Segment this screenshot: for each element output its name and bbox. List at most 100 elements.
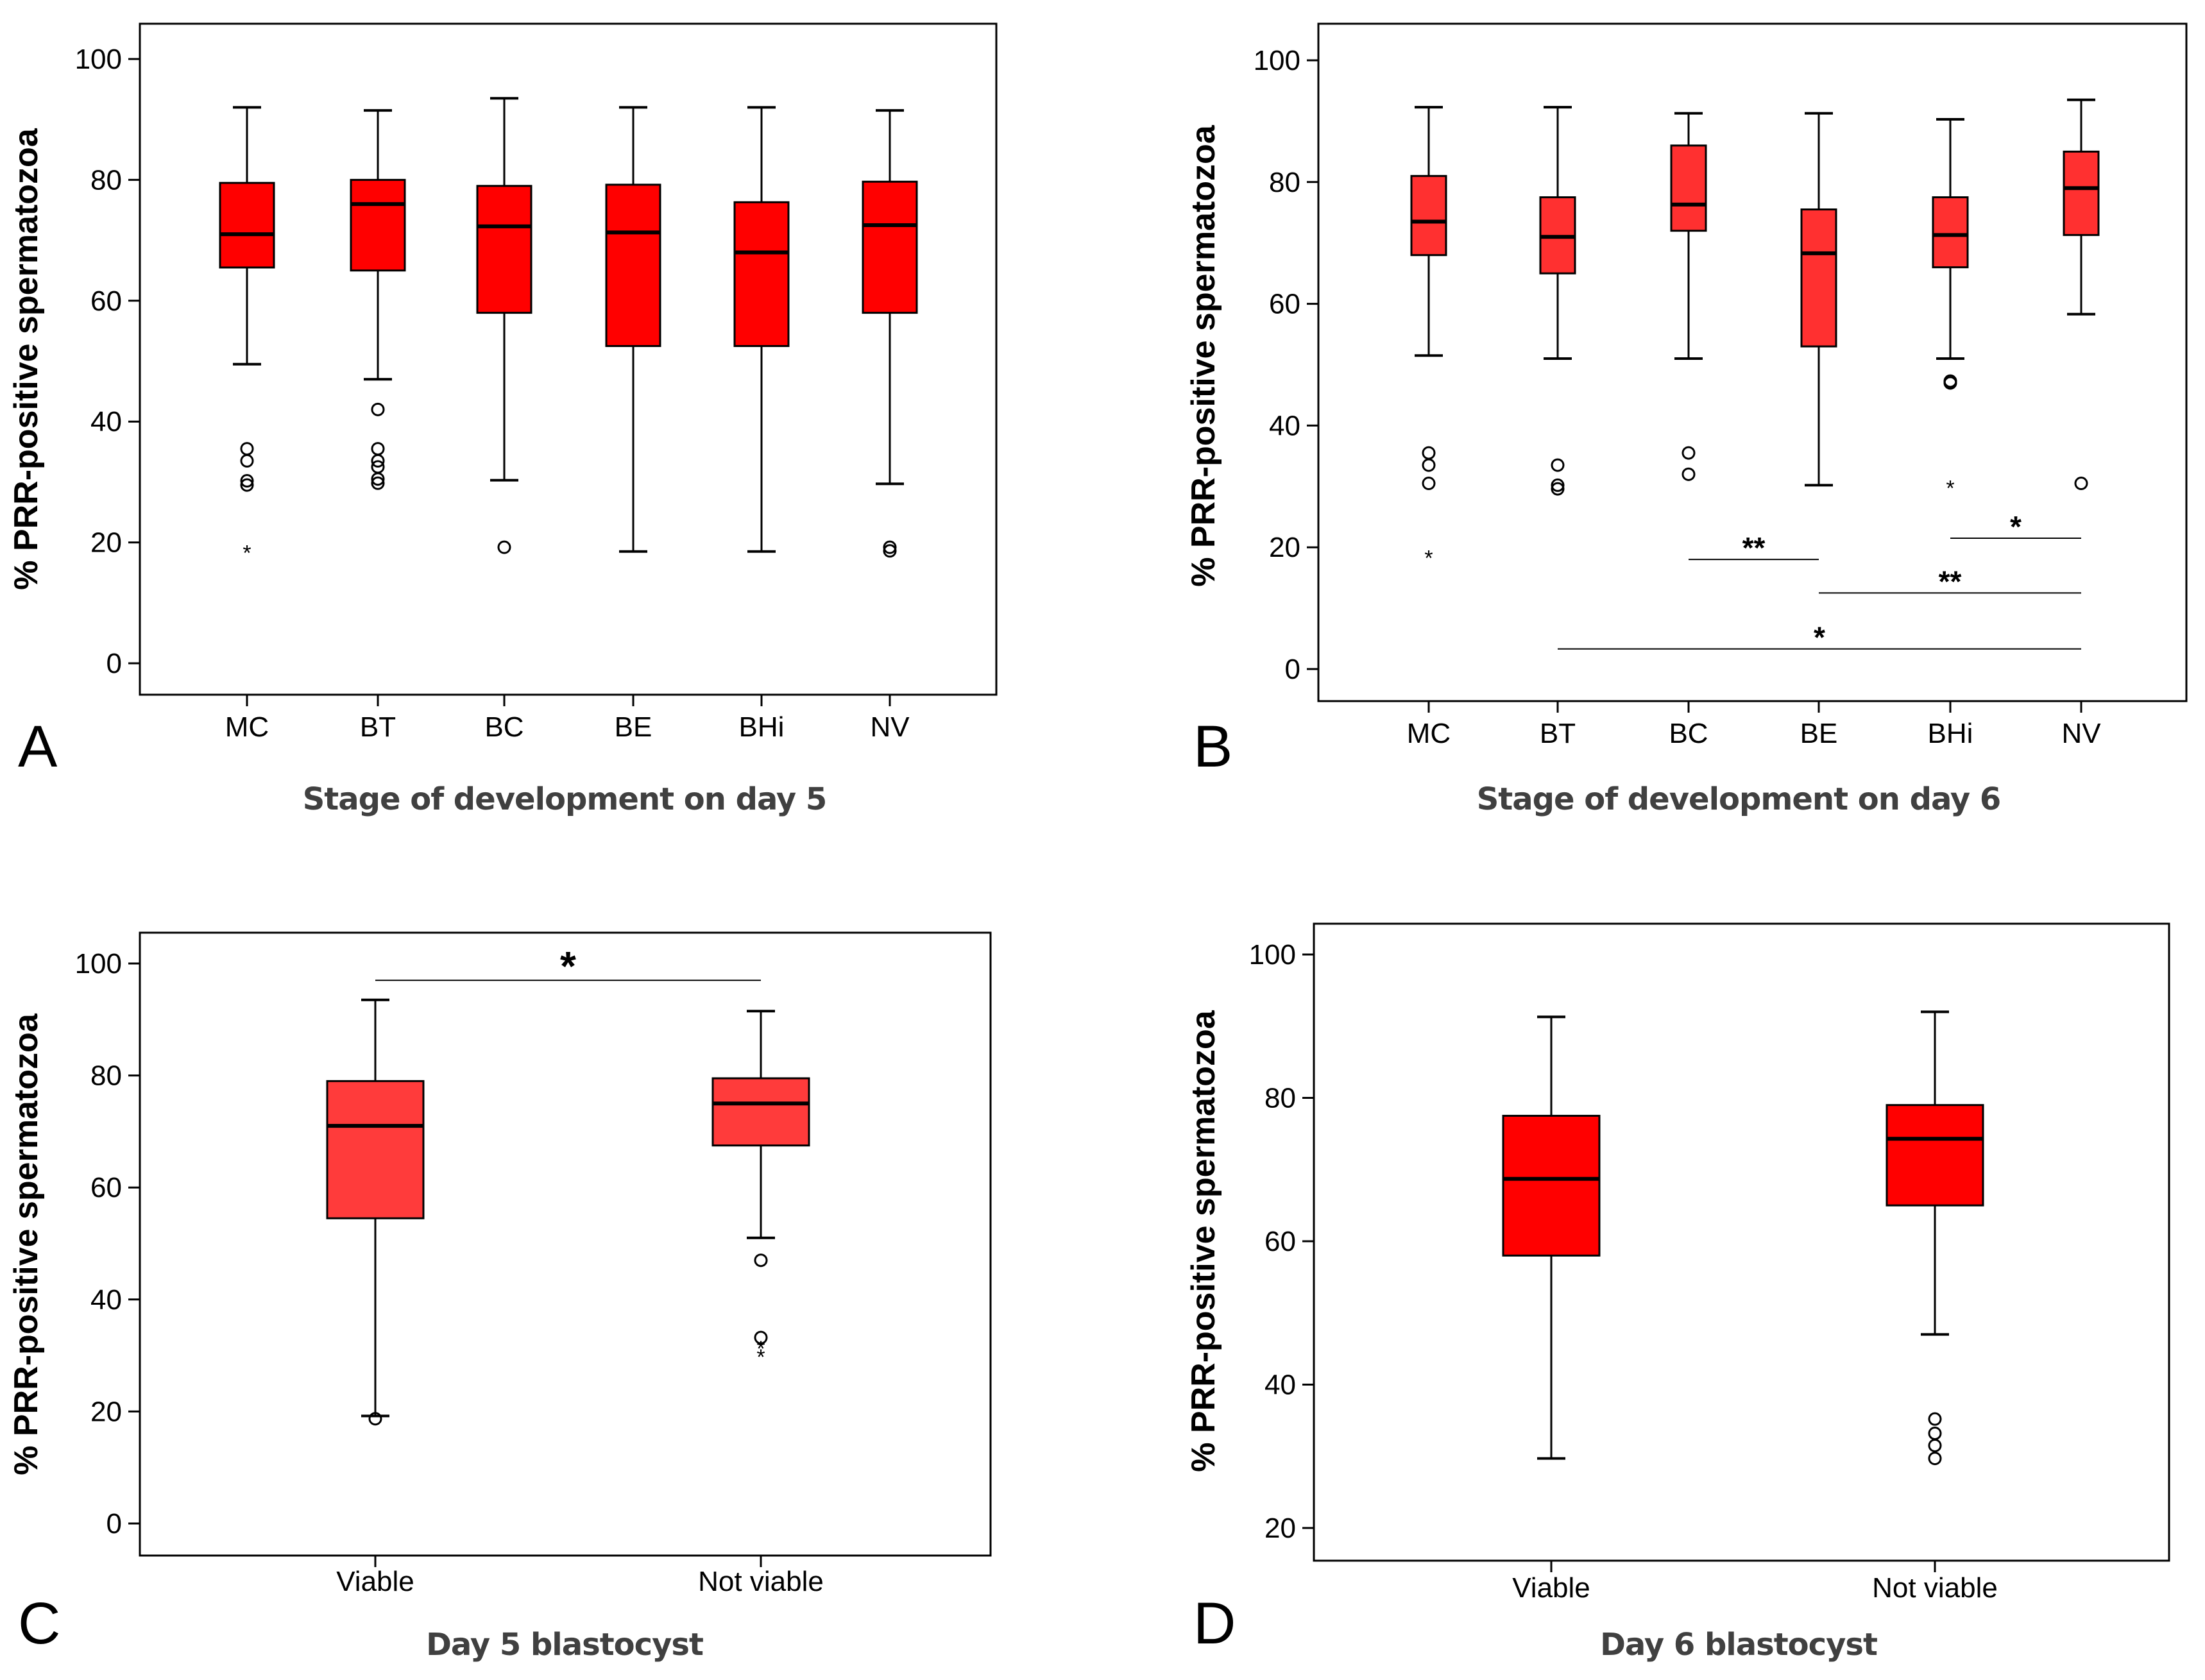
- y-tick-label: 40: [90, 1284, 122, 1316]
- x-tick-label: Not viable: [1872, 1572, 1998, 1604]
- plot-frame: [1313, 922, 2170, 1562]
- box-nv: [862, 109, 918, 558]
- box-iqr: [711, 1077, 810, 1147]
- plot-frame: [139, 931, 992, 1557]
- x-tick-label: NV: [2061, 718, 2101, 749]
- outlier-point: [1928, 1412, 1942, 1426]
- box-mc: *: [1410, 106, 1447, 570]
- outlier-point: [754, 1330, 768, 1345]
- box-nv: [2063, 98, 2100, 491]
- box-viable: [1502, 1015, 1601, 1460]
- panel-letter: B: [1193, 714, 1232, 779]
- outlier-point: [1551, 478, 1565, 492]
- outlier-point: [883, 540, 897, 554]
- chart-panel-b: 0 20 40 60 80 100 % PRR-positive spermatozoa MC…: [1185, 22, 2188, 817]
- outlier-point: [1681, 467, 1696, 481]
- y-tick-label: 80: [1264, 1083, 1296, 1114]
- extreme-point: *: [756, 1345, 765, 1370]
- outlier-point: [1928, 1452, 1942, 1466]
- outlier-point: [240, 474, 254, 488]
- x-axis-label: Stage of development on day 6: [1477, 781, 2001, 817]
- y-tick-label: 60: [90, 285, 122, 317]
- box-be: [605, 106, 661, 553]
- x-tick-label: BC: [484, 711, 524, 743]
- y-tick-label: 60: [90, 1172, 122, 1203]
- x-tick-label: BHi: [1928, 718, 1973, 749]
- x-tick-label: BE: [615, 711, 652, 743]
- y-tick-label: 60: [1269, 289, 1300, 320]
- y-tick-label: 0: [1285, 654, 1300, 685]
- y-axis-label: % PRR-positive spermatozoa: [1185, 1010, 1222, 1472]
- box-iqr: [350, 178, 406, 272]
- y-tick-label: 20: [90, 527, 122, 559]
- box-be: [1800, 112, 1837, 487]
- y-tick-label: 100: [75, 44, 122, 75]
- y-tick-label: 40: [1269, 410, 1300, 441]
- plot-frame: [1317, 22, 2188, 702]
- box-iqr: [2063, 150, 2100, 236]
- x-tick-label: NV: [870, 711, 910, 743]
- y-tick-label: 20: [1269, 532, 1300, 563]
- x-axis-label: Day 6 blastocyst: [1600, 1627, 1877, 1663]
- outlier-point: [371, 442, 385, 456]
- box-iqr: [476, 185, 532, 314]
- y-tick-label: 100: [75, 948, 122, 980]
- y-tick-label: 100: [1249, 939, 1296, 971]
- chart-panel-c: 0 20 40 60 80 100 % PRR-positive spermatozoa Vi…: [8, 931, 992, 1663]
- box-bc: [1670, 112, 1707, 481]
- y-tick-label: 20: [1264, 1513, 1296, 1544]
- box-viable: [326, 998, 425, 1426]
- outlier-point: [240, 478, 254, 492]
- x-tick-label: BE: [1800, 718, 1838, 749]
- outlier-point: [371, 476, 385, 490]
- box-bhi: [733, 106, 790, 553]
- outlier-point: [371, 454, 385, 468]
- panel-letter: D: [1193, 1591, 1236, 1656]
- x-tick-label: BC: [1669, 718, 1708, 749]
- x-tick-label: BT: [360, 711, 396, 743]
- box-iqr: [733, 201, 790, 347]
- outlier-point: [240, 442, 254, 456]
- significance-label: *: [1814, 621, 1825, 654]
- outlier-point: [497, 540, 511, 554]
- extreme-point: *: [756, 1337, 765, 1361]
- box-iqr: [1932, 196, 1969, 269]
- box-not-viable: [1886, 1010, 1984, 1466]
- x-tick-label: Not viable: [698, 1566, 824, 1597]
- extreme-point: *: [1424, 546, 1433, 570]
- outlier-point: [754, 1253, 768, 1268]
- y-tick-label: 60: [1264, 1226, 1296, 1257]
- plot-frame: [139, 22, 998, 696]
- x-axis-label: Stage of development on day 5: [303, 781, 827, 817]
- extreme-point: *: [243, 541, 251, 566]
- y-tick-label: 0: [106, 1508, 122, 1540]
- outlier-point: [368, 1412, 382, 1426]
- outlier-point: [1551, 458, 1565, 472]
- box-iqr: [1502, 1114, 1601, 1257]
- outlier-point: [1943, 376, 1957, 390]
- y-tick-label: 0: [106, 648, 122, 679]
- y-tick-label: 100: [1254, 45, 1300, 76]
- outlier-point: [883, 544, 897, 558]
- x-tick-label: MC: [1407, 718, 1451, 749]
- y-tick-label: 80: [90, 1060, 122, 1092]
- outlier-point: [1681, 446, 1696, 460]
- box-iqr: [219, 182, 275, 269]
- outlier-point: [1928, 1426, 1942, 1440]
- box-iqr: [1410, 174, 1447, 257]
- panel-letter: C: [18, 1591, 60, 1656]
- box-iqr: [1670, 144, 1707, 232]
- box-bt: [350, 109, 406, 490]
- box-mc: *: [219, 106, 275, 566]
- box-iqr: [605, 183, 661, 347]
- box-bc: [476, 97, 532, 554]
- outlier-point: [1551, 482, 1565, 496]
- significance-label: *: [560, 943, 576, 989]
- x-tick-label: MC: [225, 711, 269, 743]
- y-tick-label: 80: [90, 164, 122, 196]
- box-iqr: [326, 1080, 425, 1219]
- y-axis-label: % PRR-positive spermatozoa: [8, 1013, 45, 1475]
- chart-panel-a: 0 20 40 60 80 100 % PRR-positive spermatozoa MC…: [8, 22, 998, 817]
- y-tick-label: 40: [90, 406, 122, 437]
